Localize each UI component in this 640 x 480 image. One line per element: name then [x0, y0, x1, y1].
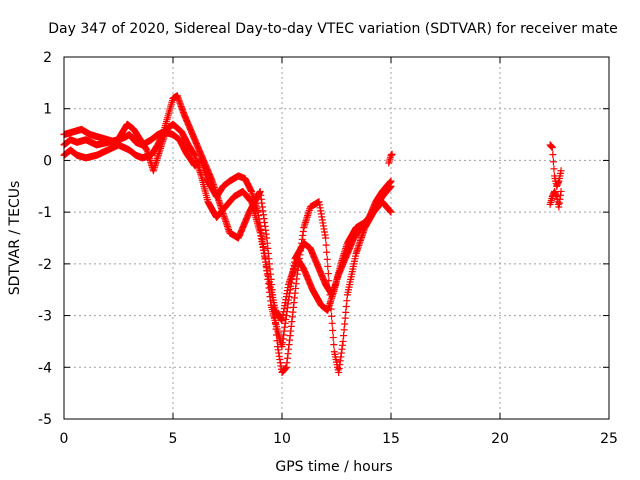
x-tick-label: 0 [60, 431, 69, 447]
data-point-marker [549, 158, 557, 166]
x-tick-label: 10 [273, 431, 291, 447]
data-point-marker [328, 319, 336, 327]
x-tick-label: 15 [382, 431, 400, 447]
data-point-marker [549, 151, 557, 159]
data-point-marker [322, 234, 330, 242]
data-point-marker [557, 187, 565, 195]
data-point-marker [548, 144, 556, 151]
plot-frame [63, 56, 610, 420]
y-tick-label: -5 [38, 412, 52, 428]
y-axis-title: SDTVAR / TECUs [7, 181, 23, 296]
data-point-marker [322, 241, 330, 249]
y-tick-label: -2 [38, 257, 52, 273]
y-tick-label: 0 [43, 153, 52, 169]
data-points [60, 92, 565, 376]
x-tick-label: 20 [491, 431, 509, 447]
data-point-marker [324, 270, 332, 278]
y-tick-label: 1 [43, 102, 52, 118]
y-tick-label: -1 [38, 205, 52, 221]
y-tick-label: 2 [43, 50, 52, 66]
x-axis-title: GPS time / hours [275, 459, 392, 475]
data-point-marker [550, 165, 558, 173]
data-point-marker [387, 208, 395, 216]
chart-title: Day 347 of 2020, Sidereal Day-to-day VTE… [48, 21, 618, 37]
data-point-marker [323, 248, 331, 256]
data-point-marker [330, 341, 338, 349]
y-tick-label: -3 [38, 309, 52, 325]
data-point-marker [388, 150, 396, 158]
data-point-marker [557, 167, 565, 175]
data-point-marker [323, 255, 331, 263]
data-point-marker [329, 326, 337, 334]
x-tick-label: 5 [169, 431, 178, 447]
data-point-marker [387, 182, 395, 190]
data-point-marker [324, 262, 332, 270]
y-tick-label: -4 [38, 360, 52, 376]
x-tick-label: 25 [600, 431, 618, 447]
data-point-marker [328, 312, 336, 320]
axis-ticks: 0 5 10 15 20 25 -5 -4 -3 -2 -1 0 1 2 [38, 50, 618, 447]
data-point-marker [325, 277, 333, 285]
data-point-marker [329, 334, 337, 342]
